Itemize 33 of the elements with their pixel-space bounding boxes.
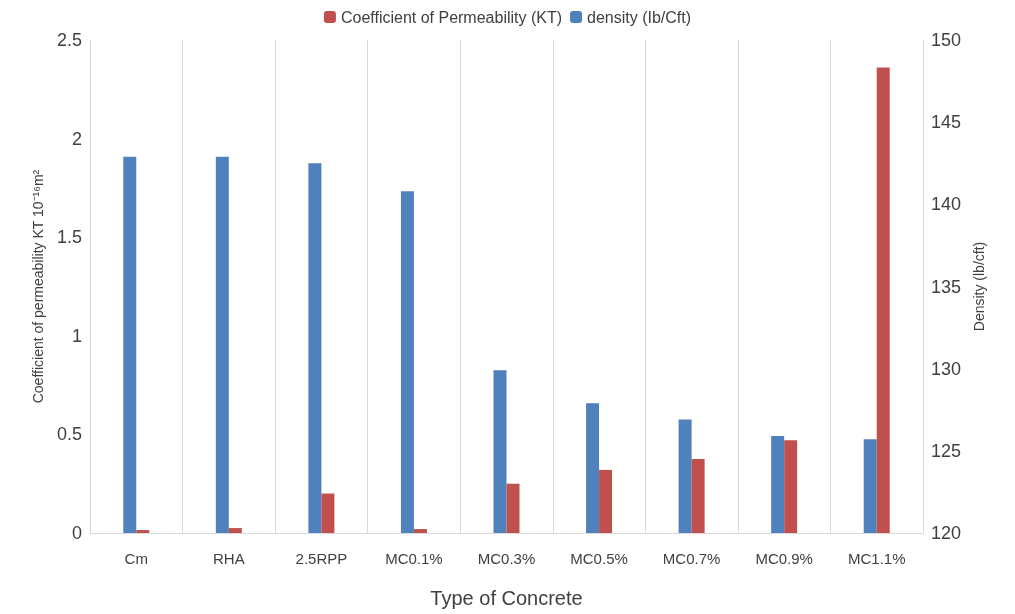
y-tick-label: 1 [71,325,82,346]
y-tick-label: 0.5 [56,424,82,445]
x-tick-label: MC0.7% [662,550,721,567]
x-tick-label: MC0.3% [477,550,536,567]
y2-tick-label: 135 [931,276,962,297]
bar [321,493,335,533]
x-tick-label: MC0.5% [570,550,628,567]
x-tick-label: MC0.9% [755,550,813,567]
bar [136,530,150,533]
x-axis-title: Type of Concrete [430,587,583,609]
y2-axis-title: Density (lb/cft) [970,241,987,332]
bar [413,529,427,533]
y-tick-label: 0 [71,523,82,543]
y2-tick-label: 140 [931,194,962,215]
x-tick-label: Cm [124,550,148,567]
y2-tick-label: 125 [931,440,962,461]
legend-label: density (Ib/Cft) [587,8,692,26]
legend-label: Coefficient of Permeability (KT) [340,8,563,26]
x-tick-label: MC0.1% [385,550,443,567]
y2-tick-label: 120 [931,523,962,543]
x-tick-label: MC1.1% [847,550,906,567]
bar [506,483,520,533]
y-tick-label: 2.5 [56,30,82,50]
y-axis-title: Coefficient of permeability KT 10⁻¹⁶m² [30,169,46,404]
y2-tick-label: 150 [931,30,962,50]
x-tick-label: 2.5RPP [295,550,348,567]
y2-tick-label: 145 [931,112,962,133]
y2-tick-label: 130 [931,358,962,379]
x-tick-label: RHA [213,550,245,567]
bar [228,528,242,533]
y-tick-label: 2 [71,128,82,149]
bar [876,67,890,533]
y-tick-label: 1.5 [56,227,82,248]
